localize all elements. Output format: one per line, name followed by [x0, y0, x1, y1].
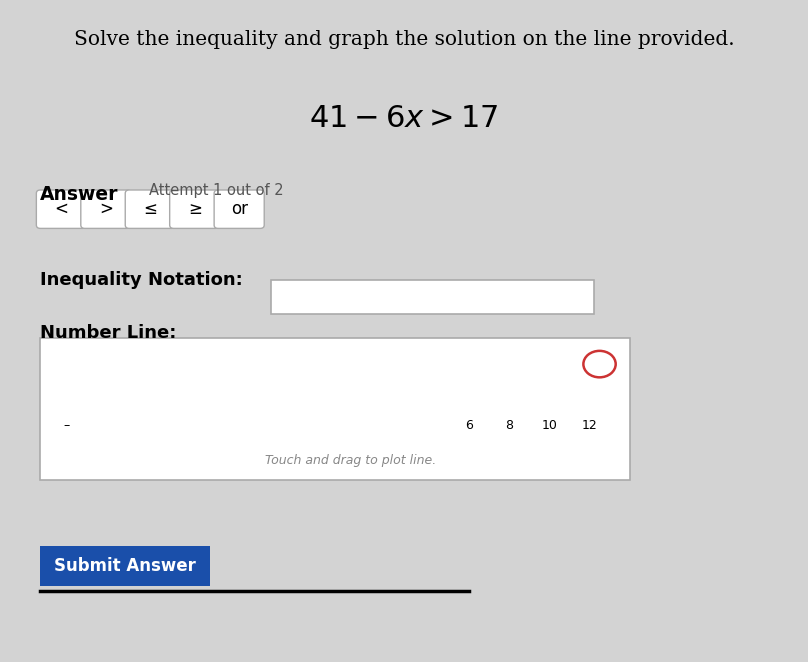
Text: 10: 10: [541, 419, 558, 432]
Text: Touch and drag to plot line.: Touch and drag to plot line.: [264, 453, 436, 467]
Text: ≤: ≤: [143, 200, 158, 218]
Text: 6: 6: [465, 419, 473, 432]
Text: >: >: [99, 200, 113, 218]
Text: <: <: [54, 200, 69, 218]
Text: 12: 12: [582, 419, 598, 432]
Text: 8: 8: [505, 419, 513, 432]
Text: Attempt 1 out of 2: Attempt 1 out of 2: [149, 183, 284, 199]
Text: Submit Answer: Submit Answer: [54, 557, 196, 575]
Text: Solve the inequality and graph the solution on the line provided.: Solve the inequality and graph the solut…: [74, 30, 734, 49]
Text: Number Line:: Number Line:: [40, 324, 177, 342]
Text: Inequality Notation:: Inequality Notation:: [40, 271, 243, 289]
Text: $41 - 6x > 17$: $41 - 6x > 17$: [309, 103, 499, 134]
Text: –: –: [63, 419, 69, 432]
Text: Answer: Answer: [40, 185, 119, 205]
Text: ≥: ≥: [187, 200, 202, 218]
Text: or: or: [230, 200, 248, 218]
